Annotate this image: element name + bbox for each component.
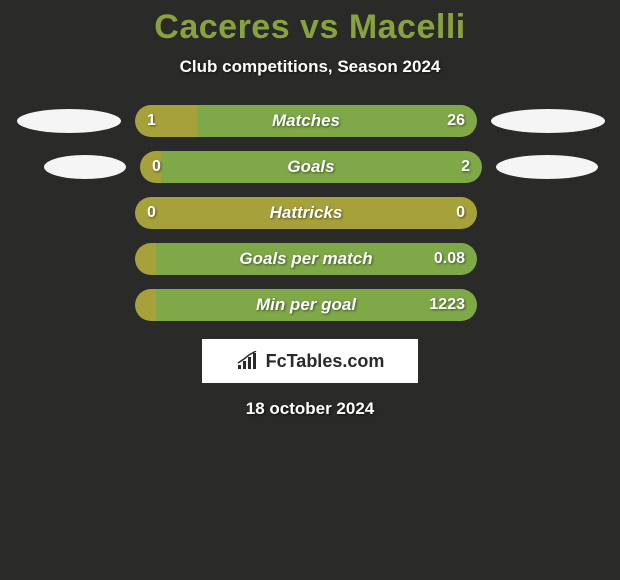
logo-box: FcTables.com <box>202 339 418 383</box>
stat-bar: 0 2Goals <box>140 151 482 183</box>
player-avatar-left <box>17 109 121 133</box>
stat-value-right: 0 <box>456 197 465 229</box>
stat-row: 0 2Goals <box>0 151 620 183</box>
stat-bar: 0 0Hattricks <box>135 197 477 229</box>
stat-row: 1223Min per goal <box>0 289 620 321</box>
stat-bar: 1 26Matches <box>135 105 477 137</box>
stat-value-right: 1223 <box>429 289 465 321</box>
stat-value-right: 0.08 <box>434 243 465 275</box>
stat-label: Hattricks <box>135 197 477 229</box>
stat-bar: 0.08Goals per match <box>135 243 477 275</box>
stat-label: Goals <box>140 151 482 183</box>
stat-row: 1 26Matches <box>0 105 620 137</box>
chart-icon <box>236 351 260 371</box>
comparison-container: Caceres vs Macelli Club competitions, Se… <box>0 0 620 419</box>
stat-value-left: 0 <box>147 197 156 229</box>
stat-value-right: 2 <box>461 151 470 183</box>
stat-label: Goals per match <box>135 243 477 275</box>
date-text: 18 october 2024 <box>0 399 620 419</box>
page-title: Caceres vs Macelli <box>0 8 620 47</box>
stat-row: 0 0Hattricks <box>0 197 620 229</box>
stat-bar: 1223Min per goal <box>135 289 477 321</box>
stat-value-left: 0 <box>152 151 161 183</box>
stat-value-left: 1 <box>147 105 156 137</box>
logo-text: FcTables.com <box>266 351 385 372</box>
stat-label: Matches <box>135 105 477 137</box>
stat-row: 0.08Goals per match <box>0 243 620 275</box>
subtitle: Club competitions, Season 2024 <box>0 57 620 77</box>
player-avatar-left <box>44 155 126 179</box>
stats-rows: 126Matches02Goals00Hattricks0.08Goals pe… <box>0 105 620 321</box>
stat-value-right: 26 <box>447 105 465 137</box>
stat-label: Min per goal <box>135 289 477 321</box>
player-avatar-right <box>491 109 605 133</box>
player-avatar-right <box>496 155 598 179</box>
